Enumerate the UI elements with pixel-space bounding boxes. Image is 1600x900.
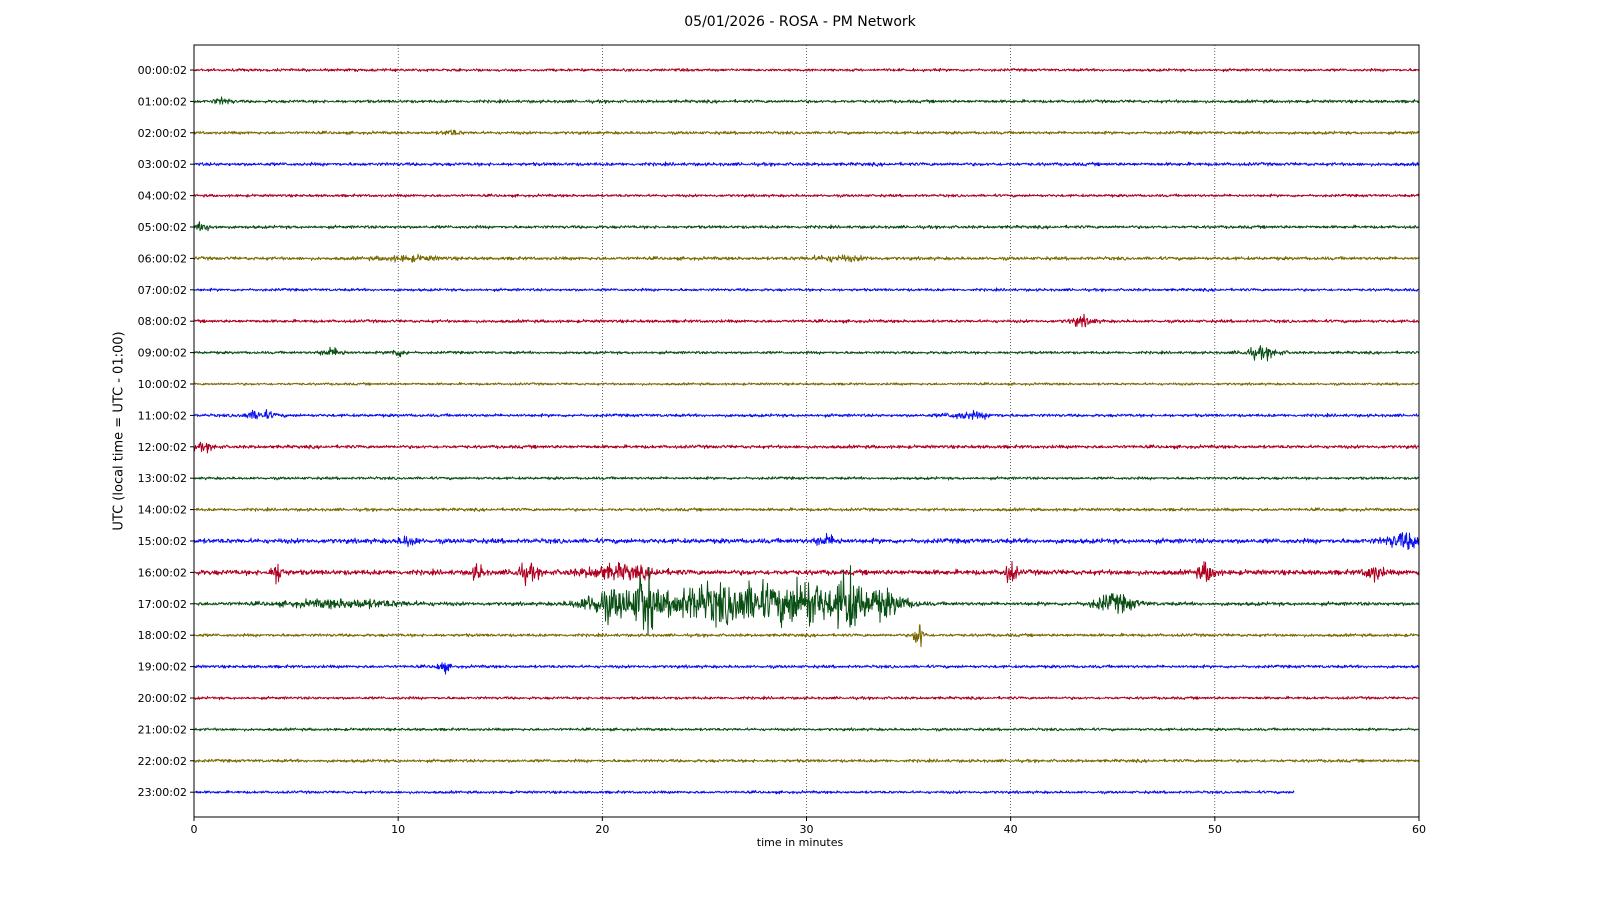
trace-6 bbox=[193, 253, 1420, 263]
x-tick-label-2: 20 bbox=[595, 823, 609, 836]
x-tick-label-0: 0 bbox=[191, 823, 198, 836]
grid-lines bbox=[397, 45, 1216, 817]
y-tick-label-14: 14:00:02 bbox=[138, 504, 187, 517]
y-tick-label-16: 16:00:02 bbox=[138, 566, 187, 579]
y-tick-label-21: 21:00:02 bbox=[138, 723, 187, 736]
trace-16 bbox=[193, 561, 1420, 587]
y-tick-label-13: 13:00:02 bbox=[138, 472, 187, 485]
y-tick-label-9: 09:00:02 bbox=[138, 347, 187, 360]
y-tick-label-17: 17:00:02 bbox=[138, 598, 187, 611]
trace-3 bbox=[193, 161, 1420, 167]
chart-title: 05/01/2026 - ROSA - PM Network bbox=[684, 14, 916, 30]
trace-23 bbox=[193, 789, 1295, 795]
y-tick-label-0: 00:00:02 bbox=[138, 64, 187, 77]
trace-17 bbox=[193, 565, 1420, 636]
y-tick-label-5: 05:00:02 bbox=[138, 221, 187, 234]
axes-frame bbox=[193, 44, 1420, 818]
trace-10 bbox=[193, 381, 1420, 387]
y-tick-label-6: 06:00:02 bbox=[138, 252, 187, 265]
y-tick-label-4: 04:00:02 bbox=[138, 190, 187, 203]
x-tick-label-1: 10 bbox=[391, 823, 405, 836]
y-tick-label-8: 08:00:02 bbox=[138, 315, 187, 328]
trace-2 bbox=[193, 129, 1420, 136]
y-tick-label-19: 19:00:02 bbox=[138, 661, 187, 674]
trace-12 bbox=[193, 441, 1420, 454]
trace-5 bbox=[193, 221, 1420, 232]
trace-8 bbox=[193, 313, 1420, 328]
y-axis-label: UTC (local time = UTC - 01:00) bbox=[111, 331, 127, 531]
x-tick-label-5: 50 bbox=[1208, 823, 1222, 836]
trace-7 bbox=[193, 287, 1420, 293]
y-tick-label-11: 11:00:02 bbox=[138, 409, 187, 422]
trace-15 bbox=[193, 532, 1420, 550]
x-tick-label-3: 30 bbox=[800, 823, 814, 836]
x-tick-label-6: 60 bbox=[1412, 823, 1426, 836]
y-tick-label-12: 12:00:02 bbox=[138, 441, 187, 454]
y-tick-label-2: 02:00:02 bbox=[138, 127, 187, 140]
trace-18 bbox=[193, 624, 1420, 648]
trace-1 bbox=[193, 96, 1420, 105]
x-tick-label-4: 40 bbox=[1004, 823, 1018, 836]
seismic-traces bbox=[193, 67, 1420, 795]
trace-13 bbox=[193, 476, 1420, 481]
trace-21 bbox=[193, 727, 1420, 732]
y-tick-label-18: 18:00:02 bbox=[138, 629, 187, 642]
trace-4 bbox=[193, 193, 1420, 198]
trace-0 bbox=[193, 67, 1420, 73]
y-tick-label-23: 23:00:02 bbox=[138, 786, 187, 799]
y-tick-label-10: 10:00:02 bbox=[138, 378, 187, 391]
y-tick-label-7: 07:00:02 bbox=[138, 284, 187, 297]
y-tick-label-1: 01:00:02 bbox=[138, 95, 187, 108]
x-ticks: 0 10 20 30 40 50 60 bbox=[191, 817, 1426, 836]
trace-20 bbox=[193, 695, 1420, 701]
y-tick-label-15: 15:00:02 bbox=[138, 535, 187, 548]
y-ticks: 00:00:02 01:00:02 02:00:02 03:00:02 04:00:02… bbox=[138, 64, 194, 799]
trace-9 bbox=[193, 345, 1420, 362]
trace-14 bbox=[193, 507, 1420, 513]
x-axis-label: time in minutes bbox=[756, 836, 844, 849]
trace-11 bbox=[193, 409, 1420, 420]
trace-22 bbox=[193, 758, 1420, 764]
y-tick-label-22: 22:00:02 bbox=[138, 755, 187, 768]
y-tick-label-20: 20:00:02 bbox=[138, 692, 187, 705]
y-tick-label-3: 03:00:02 bbox=[138, 158, 187, 171]
trace-19 bbox=[193, 662, 1420, 675]
